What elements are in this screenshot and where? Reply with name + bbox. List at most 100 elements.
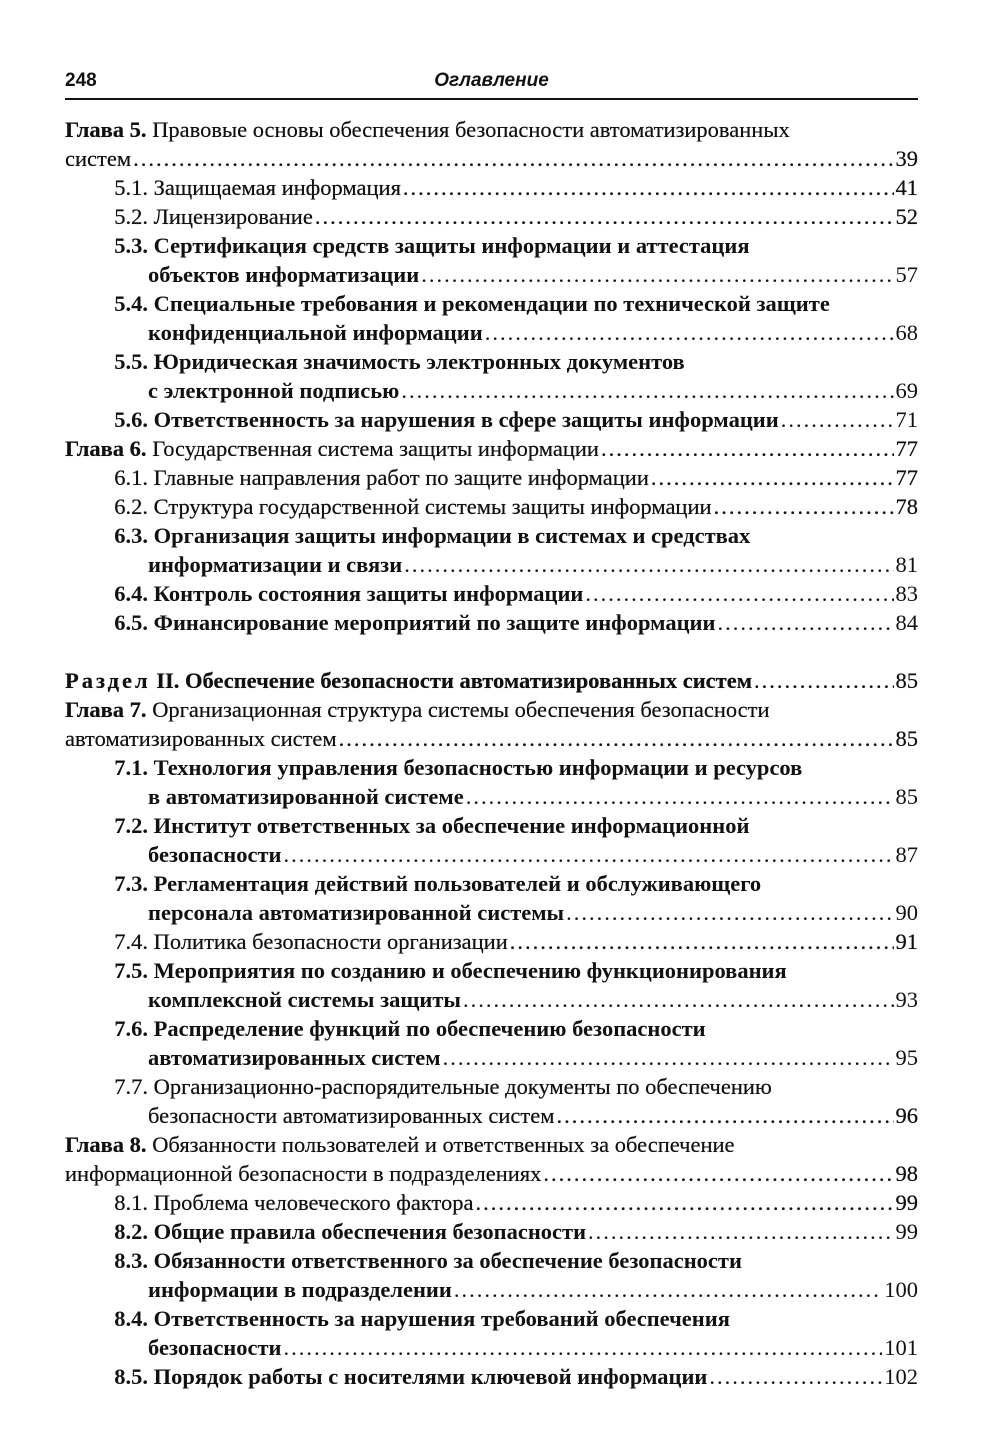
entry-label: Глава 6. [65, 436, 147, 461]
entry-number: 8.1. [114, 1190, 148, 1215]
entry-number: 5.3. [114, 233, 148, 258]
toc-section-entry: 5.5. Юридическая значимость электронных … [65, 347, 918, 405]
dot-leader [401, 376, 893, 405]
entry-title: Организационно-распорядительные документ… [153, 1074, 772, 1099]
toc-line: 8.4. Ответственность за нарушения требов… [65, 1304, 918, 1333]
running-title: Оглавление [434, 70, 549, 91]
entry-number: 7.2. [114, 813, 148, 838]
entry-page-number: 68 [895, 320, 919, 345]
entry-page-number: 52 [895, 204, 919, 229]
entry-title: Регламентация действий пользователей и о… [153, 871, 762, 896]
entry-page-number: 96 [895, 1103, 919, 1128]
entry-number: 7.4. [114, 929, 148, 954]
toc-section-entry: 5.4. Специальные требования и рекомендац… [65, 289, 918, 347]
toc-section-entry: 6.1. Главные направления работ по защите… [65, 463, 918, 492]
toc-section-entry: 5.2. Лицензирование 52 [65, 202, 918, 231]
entry-title: информации в подразделении [148, 1277, 452, 1302]
toc-section-entry: 7.2. Институт ответственных за обеспечен… [65, 811, 918, 869]
toc-line: 6.2. Структура государственной системы з… [65, 492, 918, 521]
toc-line: 6.1. Главные направления работ по защите… [65, 463, 918, 492]
table-of-contents: Глава 5. Правовые основы обеспечения без… [65, 115, 918, 1391]
entry-number: 6.5. [114, 610, 148, 635]
entry-title: безопасности [148, 842, 282, 867]
entry-page-number: 41 [895, 175, 919, 200]
entry-title: Лицензирование [153, 204, 313, 229]
toc-line: 7.6. Распределение функций по обеспечени… [65, 1014, 918, 1043]
entry-label: Глава 5. [65, 117, 147, 142]
entry-title: безопасности [148, 1335, 282, 1360]
dot-leader [315, 202, 894, 231]
entry-page-number: 99 [895, 1219, 919, 1244]
entry-title: Юридическая значимость электронных докум… [153, 349, 685, 374]
toc-line: безопасности 87 [65, 840, 918, 869]
dot-leader [443, 1043, 894, 1072]
entry-number: 7.3. [114, 871, 148, 896]
entry-title: Мероприятия по созданию и обеспечению фу… [153, 958, 787, 983]
toc-line: 8.1. Проблема человеческого фактора 99 [65, 1188, 918, 1217]
toc-line: 7.3. Регламентация действий пользователе… [65, 869, 918, 898]
entry-page-number: 93 [895, 987, 919, 1012]
entry-page-number: 57 [895, 262, 919, 287]
entry-title: Финансирование мероприятий по защите инф… [153, 610, 716, 635]
entry-page-number: 77 [895, 465, 919, 490]
toc-line: 5.2. Лицензирование 52 [65, 202, 918, 231]
toc-line: 8.3. Обязанности ответственного за обесп… [65, 1246, 918, 1275]
toc-chapter-entry: Глава 6. Государственная система защиты … [65, 434, 918, 463]
dot-leader [717, 608, 893, 637]
entry-title: Ответственность за нарушения в сфере защ… [153, 407, 779, 432]
toc-line: автоматизированных систем 85 [65, 724, 918, 753]
toc-line: 5.3. Сертификация средств защиты информа… [65, 231, 918, 260]
entry-number: 8.4. [114, 1306, 148, 1331]
toc-line: 6.4. Контроль состояния защиты информаци… [65, 579, 918, 608]
toc-line: безопасности автоматизированных систем 96 [65, 1101, 918, 1130]
entry-title: с электронной подписью [148, 378, 400, 403]
toc-line: 5.6. Ответственность за нарушения в сфер… [65, 405, 918, 434]
toc-section-entry: 5.1. Защищаемая информация 41 [65, 173, 918, 202]
dot-leader [754, 666, 893, 695]
entry-page-number: 85 [895, 784, 919, 809]
toc-line: Глава 5. Правовые основы обеспечения без… [65, 115, 918, 144]
toc-section-entry: 6.3. Организация защиты информации в сис… [65, 521, 918, 579]
entry-title: автоматизированных систем [148, 1045, 441, 1070]
entry-page-number: 71 [895, 407, 919, 432]
entry-number: 8.2. [114, 1219, 148, 1244]
dot-leader [566, 898, 893, 927]
dot-leader [284, 1333, 883, 1362]
entry-title: Структура государственной системы защиты… [153, 494, 712, 519]
dot-leader [339, 724, 894, 753]
entry-title: Обязанности ответственного за обеспечени… [153, 1248, 742, 1273]
entry-title: комплексной системы защиты [148, 987, 461, 1012]
page-number: 248 [65, 70, 97, 91]
toc-section-entry: 7.4. Политика безопасности организации 91 [65, 927, 918, 956]
entry-title: информатизации и связи [148, 552, 403, 577]
entry-page-number: 102 [884, 1364, 918, 1389]
entry-title: Государственная система защиты информаци… [152, 436, 599, 461]
entry-title: безопасности автоматизированных систем [148, 1103, 555, 1128]
dot-leader [403, 173, 894, 202]
dot-leader [133, 144, 893, 173]
toc-section-entry: 5.3. Сертификация средств защиты информа… [65, 231, 918, 289]
entry-label: Глава 8. [65, 1132, 147, 1157]
entry-page-number: 100 [884, 1277, 918, 1302]
toc-section-entry: 7.1. Технология управления безопасностью… [65, 753, 918, 811]
toc-section-entry: 8.5. Порядок работы с носителями ключево… [65, 1362, 918, 1391]
entry-number: 7.1. [114, 755, 148, 780]
entry-title: Организационная структура системы обеспе… [152, 697, 770, 722]
entry-page-number: 39 [895, 146, 919, 171]
entry-page-number: 90 [895, 900, 919, 925]
toc-section-entry: 5.6. Ответственность за нарушения в сфер… [65, 405, 918, 434]
toc-section-entry: 8.2. Общие правила обеспечения безопасно… [65, 1217, 918, 1246]
toc-line: персонала автоматизированной системы 90 [65, 898, 918, 927]
entry-title: Общие правила обеспечения безопасности [153, 1219, 587, 1244]
entry-title: Ответственность за нарушения требований … [153, 1306, 730, 1331]
toc-section-entry: 7.6. Распределение функций по обеспечени… [65, 1014, 918, 1072]
toc-line: объектов информатизации 57 [65, 260, 918, 289]
entry-page-number: 85 [895, 668, 919, 693]
toc-line: Глава 6. Государственная система защиты … [65, 434, 918, 463]
entry-title: Контроль состояния защиты информации [153, 581, 584, 606]
toc-line: 6.3. Организация защиты информации в сис… [65, 521, 918, 550]
entry-number: 5.2. [114, 204, 148, 229]
dot-leader [454, 1275, 882, 1304]
dot-leader [556, 1101, 893, 1130]
dot-leader [476, 1188, 894, 1217]
